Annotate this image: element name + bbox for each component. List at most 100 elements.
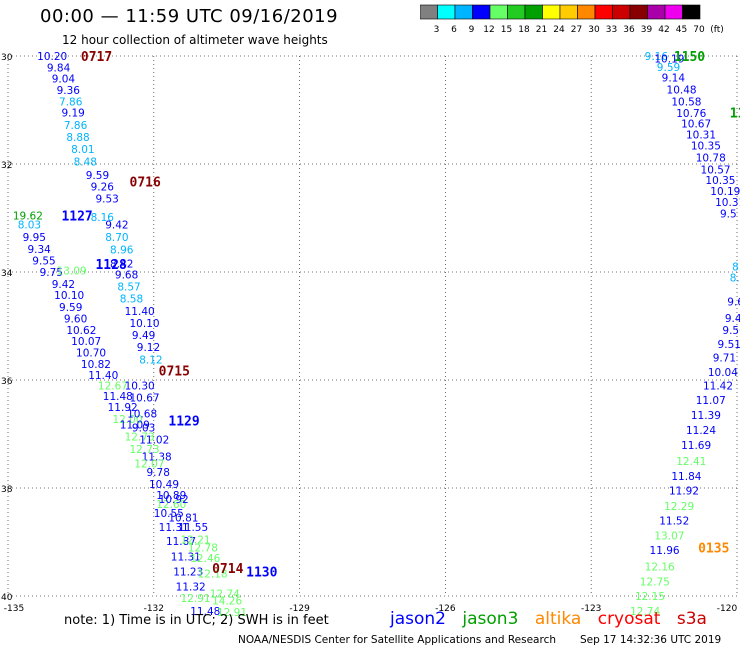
wave-height-value: 9.55 bbox=[32, 256, 55, 268]
lon-tick-label: -135 bbox=[4, 604, 24, 614]
wave-height-value: 11.48 bbox=[103, 391, 133, 403]
wave-height-value: 11.38 bbox=[142, 452, 172, 464]
wave-height-value: 10.19 bbox=[654, 54, 684, 66]
wave-height-value: 9.95 bbox=[23, 232, 46, 244]
wave-height-value: 10.10 bbox=[130, 318, 160, 330]
lat-tick-label: 32 bbox=[1, 161, 12, 171]
lon-tick-label: -132 bbox=[144, 604, 164, 614]
wave-height-value: 12.75 bbox=[640, 576, 670, 588]
wave-height-value: 11.09 bbox=[120, 419, 150, 431]
mission-jason3: jason3 bbox=[462, 609, 519, 629]
wave-height-value: 10.92 bbox=[159, 494, 189, 506]
wave-height-value: 12.91 bbox=[217, 607, 247, 619]
wave-height-value: 10.70 bbox=[76, 347, 106, 359]
wave-height-value: 10.67 bbox=[130, 392, 160, 404]
wave-height-value: 9.71 bbox=[713, 352, 736, 364]
wave-height-value: 8.12 bbox=[139, 354, 162, 366]
wave-height-value: 10.57 bbox=[701, 164, 731, 176]
legend-label: 33 bbox=[606, 25, 617, 35]
wave-height-value: 10.30 bbox=[125, 380, 155, 392]
wave-height-value: 9.68 bbox=[115, 270, 138, 282]
legend-label: 15 bbox=[501, 25, 512, 35]
wave-height-value: 12.67 bbox=[98, 380, 128, 392]
wave-height-value: 11.23 bbox=[173, 567, 203, 579]
wave-height-value: 11.55 bbox=[178, 522, 208, 534]
pass-time-label: 0714 bbox=[212, 562, 243, 577]
wave-height-value: 10.55 bbox=[154, 508, 184, 520]
wave-height-value: 9.59 bbox=[59, 302, 82, 314]
wave-height-value: 10.10 bbox=[54, 290, 84, 302]
wave-height-value: 11.24 bbox=[686, 425, 716, 437]
page-title: 00:00 — 11:59 UTC 09/16/2019 bbox=[40, 6, 339, 27]
wave-height-value: 9.45 bbox=[725, 313, 740, 325]
wave-height-value: 9.59 bbox=[86, 170, 109, 182]
wave-height-value: 10.89 bbox=[156, 490, 186, 502]
legend-label: 45 bbox=[676, 25, 687, 35]
wave-height-value: 12.21 bbox=[181, 534, 211, 546]
wave-height-value: 9.56 bbox=[722, 325, 740, 337]
pass-time-label: 0135 bbox=[698, 541, 729, 556]
legend-label: 42 bbox=[658, 25, 669, 35]
wave-height-value: 11.52 bbox=[659, 515, 689, 527]
credit-line: NOAA/NESDIS Center for Satellite Applica… bbox=[238, 634, 556, 646]
lat-tick-label: 36 bbox=[1, 377, 13, 387]
wave-height-value: 12.00 bbox=[112, 414, 142, 426]
wave-height-value: 11.40 bbox=[125, 306, 155, 318]
wave-height-value: 10.31 bbox=[686, 129, 716, 141]
wave-height-value: 10.82 bbox=[81, 359, 111, 371]
legend-label: 12 bbox=[483, 25, 494, 35]
wave-height-value: 8.95 bbox=[730, 272, 740, 284]
units-note: note: 1) Time is in UTC; 2) SWH is in fe… bbox=[64, 613, 329, 628]
generated-timestamp: Sep 17 14:32:36 UTC 2019 bbox=[580, 634, 722, 646]
wave-height-value: 12.18 bbox=[198, 568, 228, 580]
wave-height-value: 12.60 bbox=[156, 499, 186, 511]
wave-height-value: 12.78 bbox=[188, 542, 218, 554]
legend-label: 30 bbox=[588, 25, 600, 35]
lon-tick-label: -126 bbox=[435, 604, 456, 614]
wave-height-value: 11.40 bbox=[88, 370, 118, 382]
color-scale-legend: 3 6 9 12 15 18 21 24 27 30 33 36 39 42 45 70 (ft) bbox=[420, 4, 724, 35]
wave-height-value: 10.20 bbox=[37, 51, 67, 63]
legend-label: 39 bbox=[641, 25, 653, 35]
wave-height-value: 8.42 bbox=[732, 262, 740, 274]
wave-height-value: 12.91 bbox=[181, 593, 211, 605]
wave-height-value: 12.73 bbox=[125, 432, 155, 444]
mission-s3a: s3a bbox=[676, 609, 707, 629]
wave-height-value: 12.73 bbox=[130, 444, 160, 456]
wave-height-value: 9.03 bbox=[132, 423, 155, 435]
wave-height-value: 12.29 bbox=[664, 501, 694, 513]
wave-height-value: 9.19 bbox=[61, 108, 84, 120]
wave-height-value: 9.26 bbox=[91, 182, 115, 194]
wave-height-value: 11.48 bbox=[190, 606, 220, 618]
wave-height-value: 10.58 bbox=[671, 96, 701, 108]
wave-height-value: 10.35 bbox=[705, 175, 735, 187]
wave-height-value: 7.86 bbox=[59, 96, 83, 108]
legend-label: 21 bbox=[536, 25, 547, 35]
wave-height-value: 12.15 bbox=[635, 591, 665, 603]
wave-height-value: 9.34 bbox=[27, 244, 51, 256]
wave-height-value: 10.76 bbox=[676, 108, 706, 120]
wave-height-value: 9.49 bbox=[132, 330, 155, 342]
lat-tick-label: 38 bbox=[1, 485, 13, 495]
legend-label: 36 bbox=[623, 25, 635, 35]
wave-height-value: 7.86 bbox=[64, 120, 88, 132]
wave-height-value: 8.96 bbox=[110, 244, 134, 256]
mission-jason2: jason2 bbox=[390, 609, 446, 629]
mission-cryosat: cryosat bbox=[597, 609, 661, 629]
wave-height-value: 11.87 bbox=[166, 536, 196, 548]
wave-height-value: 12.46 bbox=[190, 553, 220, 565]
legend-label: 24 bbox=[553, 25, 565, 35]
wave-height-value: 8.48 bbox=[74, 156, 97, 168]
wave-height-value: 13.07 bbox=[654, 531, 684, 543]
wave-height-value: 11.07 bbox=[696, 395, 726, 407]
wave-height-value: 11.32 bbox=[176, 581, 206, 593]
pass-time-label: 0716 bbox=[130, 175, 161, 190]
wave-height-value: 9.78 bbox=[147, 467, 170, 479]
wave-height-value: 10.19 bbox=[710, 186, 740, 198]
wave-height-value: 12.41 bbox=[676, 456, 706, 468]
lon-tick-label: -123 bbox=[581, 604, 601, 614]
legend-label: 9 bbox=[469, 25, 475, 35]
wave-height-value: 11.69 bbox=[681, 440, 711, 452]
pass-time-label: 1150 bbox=[674, 50, 705, 65]
pass-time-label: 0717 bbox=[81, 50, 112, 65]
